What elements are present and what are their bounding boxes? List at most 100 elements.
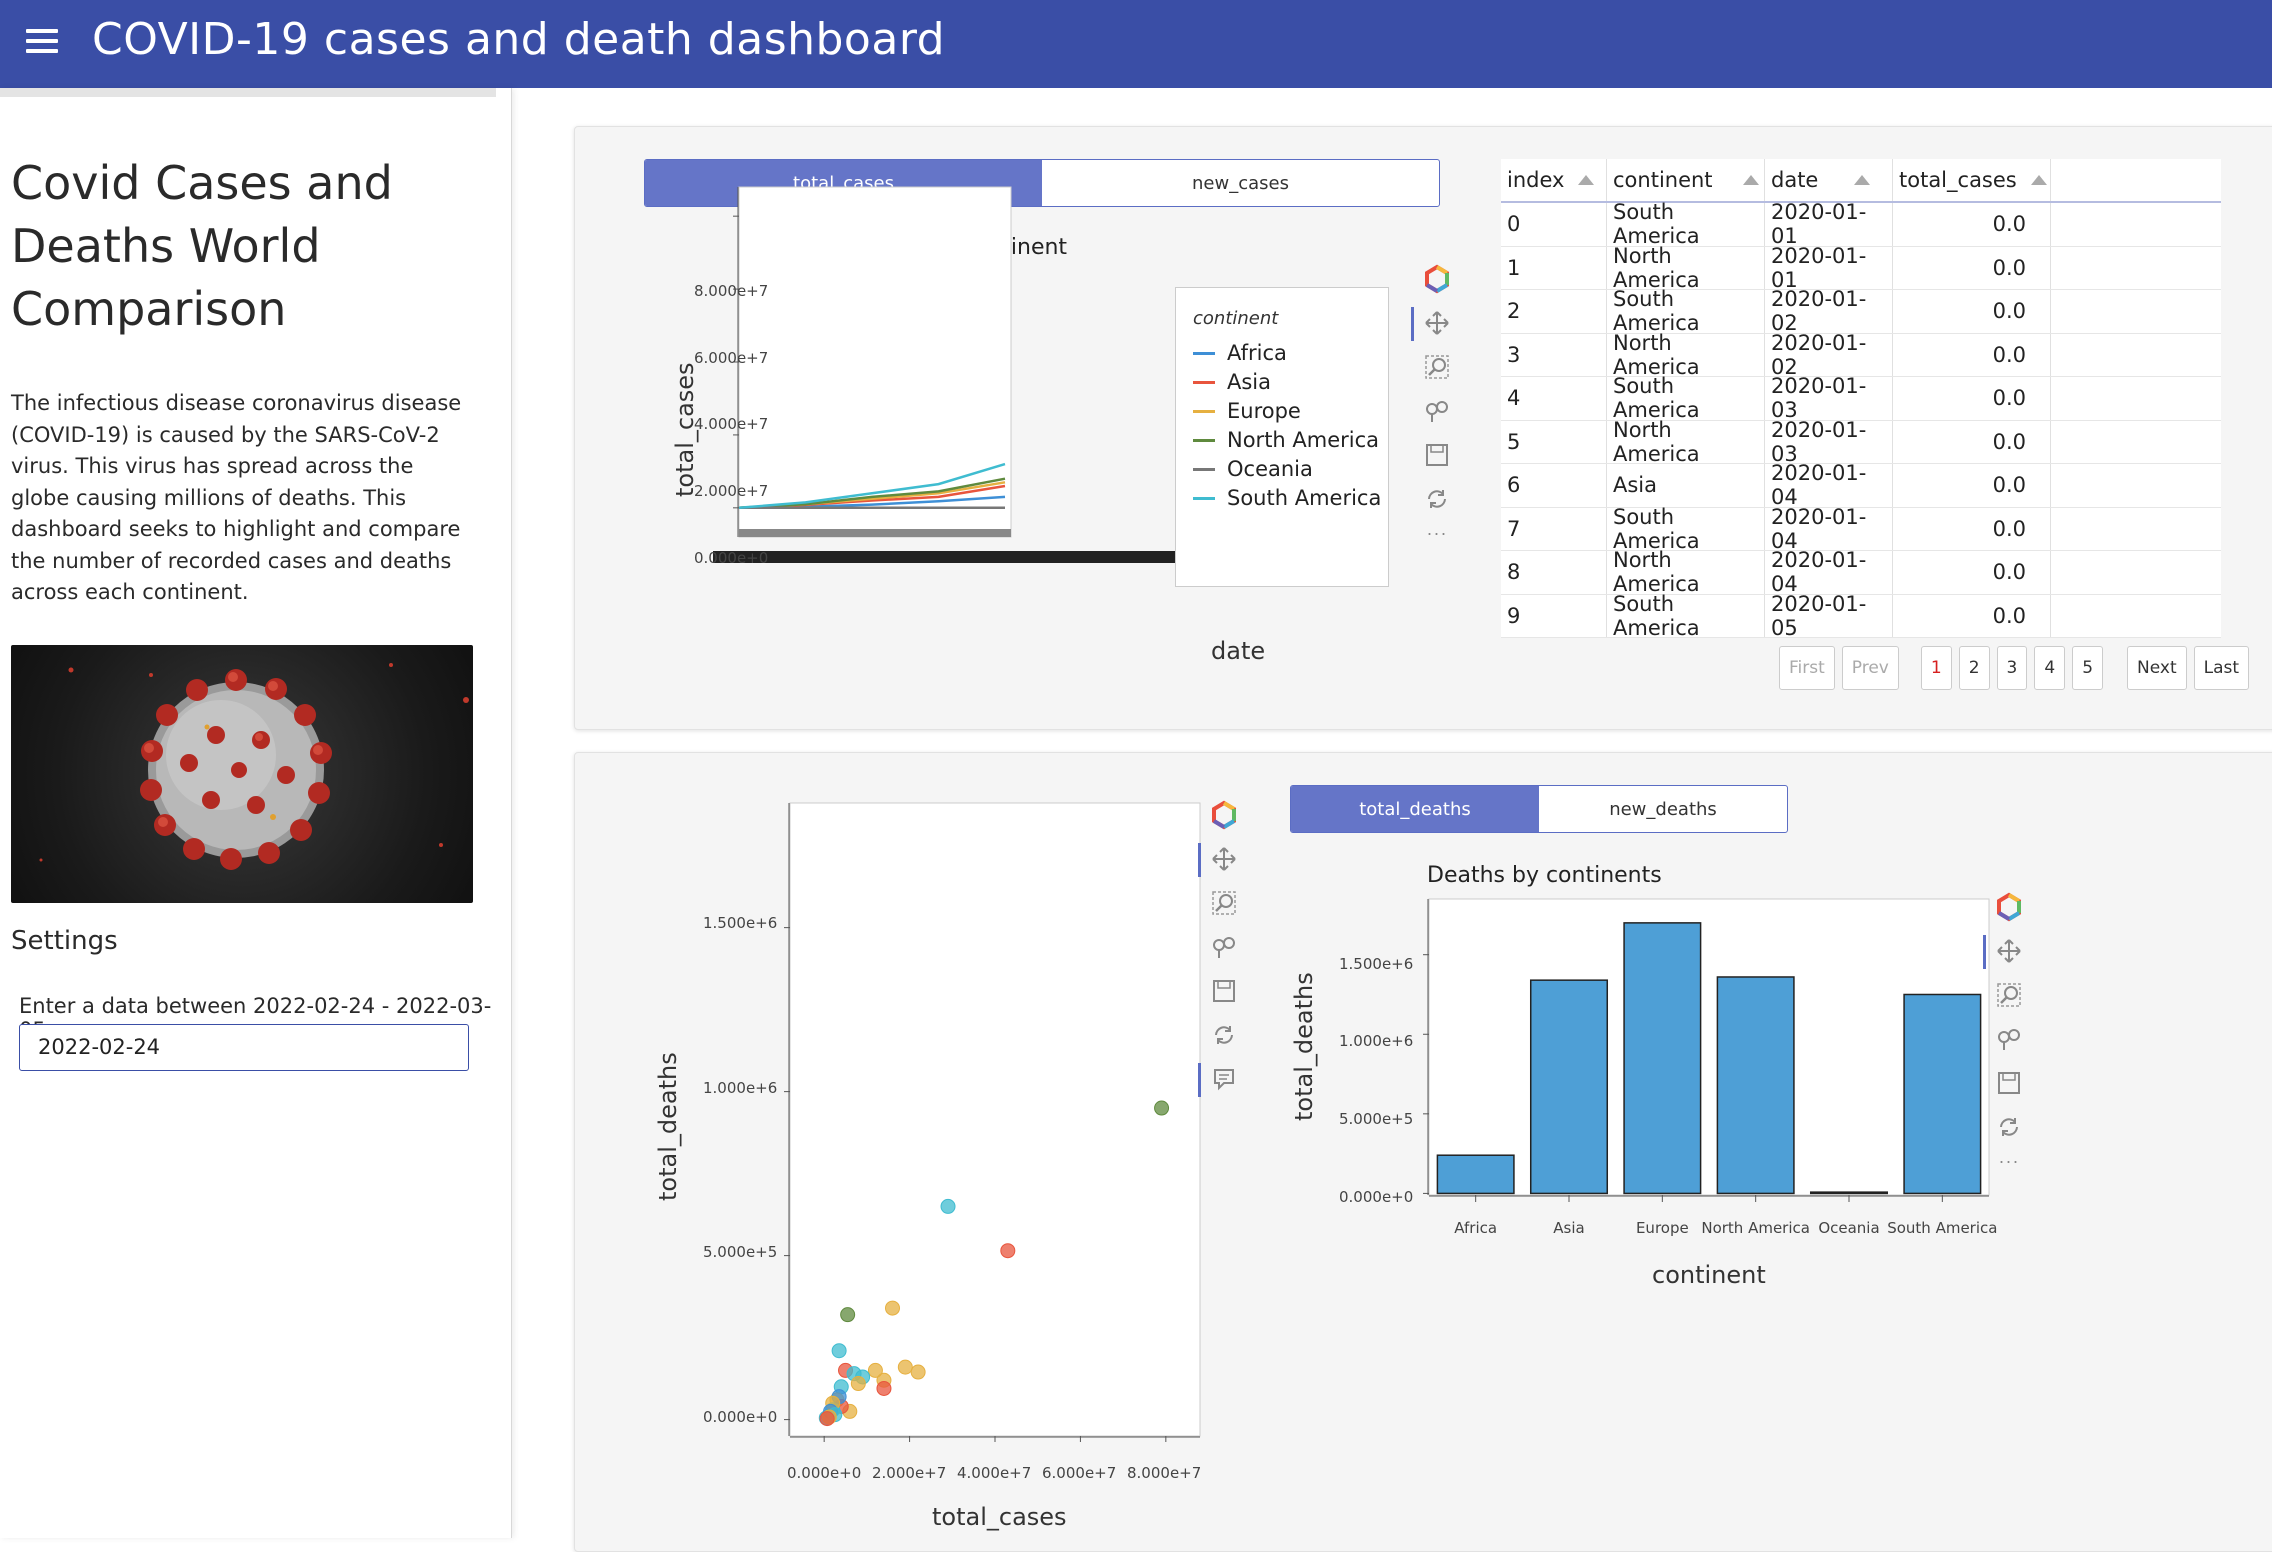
cell-date: 2020-01-04 xyxy=(1765,508,1893,551)
bokeh-logo-icon[interactable] xyxy=(1204,793,1244,837)
legend-label: South America xyxy=(1227,486,1381,510)
scatter-point[interactable] xyxy=(898,1360,912,1374)
cell-total-cases: 0.0 xyxy=(1893,203,2051,246)
column-header-total-cases[interactable]: total_cases xyxy=(1893,159,2051,201)
scatter-point[interactable] xyxy=(911,1365,925,1379)
scatter-point[interactable] xyxy=(877,1381,891,1395)
legend-title: continent xyxy=(1193,308,1278,329)
line-ytick: 6.000e+7 xyxy=(694,349,768,367)
scatter-point[interactable] xyxy=(1001,1244,1015,1258)
line-chart-toolbar: ··· xyxy=(1417,257,1457,545)
wheel-zoom-icon[interactable] xyxy=(1989,1017,2029,1061)
bar-ylabel: total_deaths xyxy=(1290,972,1318,1121)
pager-page-1[interactable]: 1 xyxy=(1921,646,1952,690)
pager-page-5[interactable]: 5 xyxy=(2072,646,2103,690)
sort-icon[interactable] xyxy=(1743,175,1759,185)
box-zoom-icon[interactable] xyxy=(1204,881,1244,925)
sort-icon[interactable] xyxy=(2031,175,2047,185)
legend-item[interactable]: Africa xyxy=(1193,341,1287,365)
pager-page-2[interactable]: 2 xyxy=(1959,646,1990,690)
legend-item[interactable]: North America xyxy=(1193,428,1379,452)
save-icon[interactable] xyxy=(1989,1061,2029,1105)
cell-index: 9 xyxy=(1501,595,1607,638)
bar[interactable] xyxy=(1437,1155,1514,1193)
bar-xtick: Oceania xyxy=(1818,1219,1879,1237)
cell-continent: South America xyxy=(1607,290,1765,333)
bar-toolbar: ··· xyxy=(1989,885,2029,1173)
scatter-point[interactable] xyxy=(832,1344,846,1358)
pan-icon[interactable] xyxy=(1417,301,1457,345)
pan-icon[interactable] xyxy=(1204,837,1244,881)
wheel-zoom-icon[interactable] xyxy=(1204,925,1244,969)
scatter-point[interactable] xyxy=(851,1377,865,1391)
legend-item[interactable]: South America xyxy=(1193,486,1381,510)
column-header-index[interactable]: index xyxy=(1501,159,1607,201)
wheel-zoom-icon[interactable] xyxy=(1417,389,1457,433)
pager-page-3[interactable]: 3 xyxy=(1997,646,2028,690)
cell-index: 7 xyxy=(1501,508,1607,551)
sort-icon[interactable] xyxy=(1578,175,1594,185)
save-icon[interactable] xyxy=(1204,969,1244,1013)
bar[interactable] xyxy=(1717,977,1794,1193)
pan-icon[interactable] xyxy=(1989,929,2029,973)
bar[interactable] xyxy=(1624,923,1701,1194)
cell-index: 3 xyxy=(1501,334,1607,377)
bokeh-logo-icon[interactable] xyxy=(1989,885,2029,929)
pager-next-button[interactable]: Next xyxy=(2127,646,2187,690)
bar-xlabel: continent xyxy=(1652,1261,1766,1289)
pager-page-4[interactable]: 4 xyxy=(2034,646,2065,690)
reset-icon[interactable] xyxy=(1417,477,1457,521)
legend-item[interactable]: Asia xyxy=(1193,370,1271,394)
more-icon[interactable]: ··· xyxy=(1417,521,1457,545)
legend-label: Asia xyxy=(1227,370,1271,394)
column-header-continent[interactable]: continent xyxy=(1607,159,1765,201)
legend-item[interactable]: Europe xyxy=(1193,399,1301,423)
pager-prev-button[interactable]: Prev xyxy=(1842,646,1899,690)
scatter-point[interactable] xyxy=(841,1308,855,1322)
more-icon[interactable]: ··· xyxy=(1989,1149,2029,1173)
x-axis-bar xyxy=(739,529,1011,537)
bokeh-logo-icon[interactable] xyxy=(1417,257,1457,301)
hover-icon[interactable] xyxy=(1204,1057,1244,1101)
legend-swatch xyxy=(1193,497,1215,500)
column-header-date[interactable]: date xyxy=(1765,159,1893,201)
legend-item[interactable]: Oceania xyxy=(1193,457,1313,481)
box-zoom-icon[interactable] xyxy=(1989,973,2029,1017)
bar[interactable] xyxy=(1531,980,1608,1193)
line-ytick: 0.000e+0 xyxy=(694,549,768,567)
date-input[interactable]: 2022-02-24 xyxy=(19,1024,469,1071)
reset-icon[interactable] xyxy=(1204,1013,1244,1057)
line-ytick: 4.000e+7 xyxy=(694,415,768,433)
cell-date: 2020-01-02 xyxy=(1765,334,1893,377)
cell-continent: South America xyxy=(1607,203,1765,246)
save-icon[interactable] xyxy=(1417,433,1457,477)
menu-icon[interactable] xyxy=(26,29,58,53)
bar-chart[interactable] xyxy=(1275,753,1995,1453)
reset-icon[interactable] xyxy=(1989,1105,2029,1149)
scatter-point[interactable] xyxy=(941,1199,955,1213)
cell-total-cases: 0.0 xyxy=(1893,464,2051,507)
scatter-point[interactable] xyxy=(820,1412,834,1426)
sort-icon[interactable] xyxy=(1854,175,1870,185)
legend-swatch xyxy=(1193,410,1215,413)
scatter-point[interactable] xyxy=(886,1301,900,1315)
legend-label: Europe xyxy=(1227,399,1301,423)
pager-last-button[interactable]: Last xyxy=(2194,646,2249,690)
scatter-point[interactable] xyxy=(1155,1101,1169,1115)
scatter-xtick: 4.000e+7 xyxy=(957,1464,1031,1482)
bar[interactable] xyxy=(1904,994,1981,1193)
pager-first-button[interactable]: First xyxy=(1779,646,1835,690)
bar[interactable] xyxy=(1811,1192,1888,1193)
cell-continent: North America xyxy=(1607,551,1765,594)
box-zoom-icon[interactable] xyxy=(1417,345,1457,389)
